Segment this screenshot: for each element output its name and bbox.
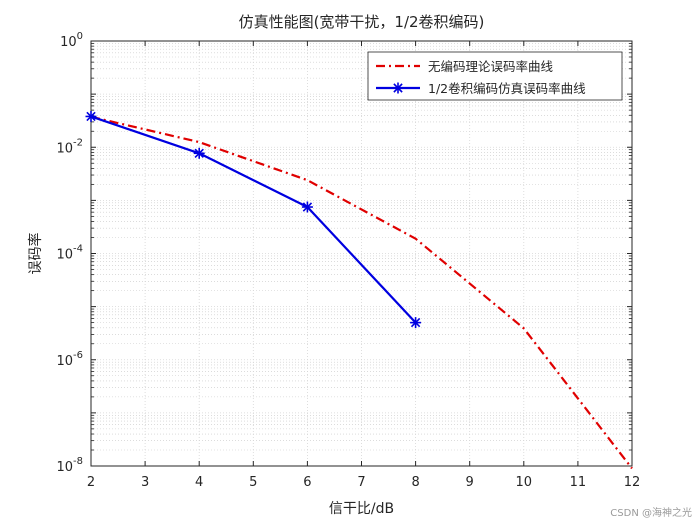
y-tick-label: 100 xyxy=(60,31,83,50)
x-tick-label: 4 xyxy=(195,475,203,490)
watermark: CSDN @海神之光 xyxy=(610,508,692,519)
chart-title: 仿真性能图(宽带干扰，1/2卷积编码) xyxy=(239,13,485,31)
legend-label-1: 无编码理论误码率曲线 xyxy=(428,59,554,74)
y-tick-label: 10-8 xyxy=(56,456,83,475)
marker-stroke xyxy=(302,202,313,212)
legend: 无编码理论误码率曲线 1/2卷积编码仿真误码率曲线 xyxy=(367,51,623,101)
x-tick-label: 11 xyxy=(570,475,587,490)
series-line-1 xyxy=(90,115,633,470)
data-point-marker xyxy=(301,201,313,213)
x-tick-label: 12 xyxy=(624,475,641,490)
x-tick-label: 7 xyxy=(357,475,365,490)
y-axis-label: 误码率 xyxy=(27,233,44,275)
marker-stroke xyxy=(410,317,421,328)
y-tick-label: 10-4 xyxy=(56,244,83,263)
x-tick-label: 3 xyxy=(141,475,149,490)
x-tick-label: 6 xyxy=(303,475,311,490)
marker-stroke xyxy=(86,111,96,122)
y-tick-label: 10-2 xyxy=(56,137,83,156)
x-tick-label: 2 xyxy=(87,475,95,490)
data-point-marker xyxy=(85,110,97,122)
y-tick-label: 10-6 xyxy=(56,350,83,369)
legend-label-2: 1/2卷积编码仿真误码率曲线 xyxy=(428,81,586,96)
axis-ticks: 2 3 4 5 6 7 8 9 10 11 12 100 10-2 10-4 10-6 10-8 xyxy=(56,31,640,490)
legend-box xyxy=(367,51,623,101)
x-tick-label: 9 xyxy=(466,475,474,490)
series-line-2 xyxy=(90,115,417,324)
x-tick-label: 5 xyxy=(249,475,257,490)
data-point-marker xyxy=(392,82,404,94)
x-tick-label: 10 xyxy=(516,475,533,490)
marker-stroke xyxy=(194,148,204,158)
x-axis-label: 信干比/dB xyxy=(329,501,394,517)
grid-major xyxy=(90,40,633,467)
x-tick-label: 8 xyxy=(411,475,419,490)
data-point-marker xyxy=(193,147,205,159)
data-point-marker xyxy=(410,317,422,329)
series-layer xyxy=(85,110,633,470)
marker-stroke xyxy=(393,83,403,93)
